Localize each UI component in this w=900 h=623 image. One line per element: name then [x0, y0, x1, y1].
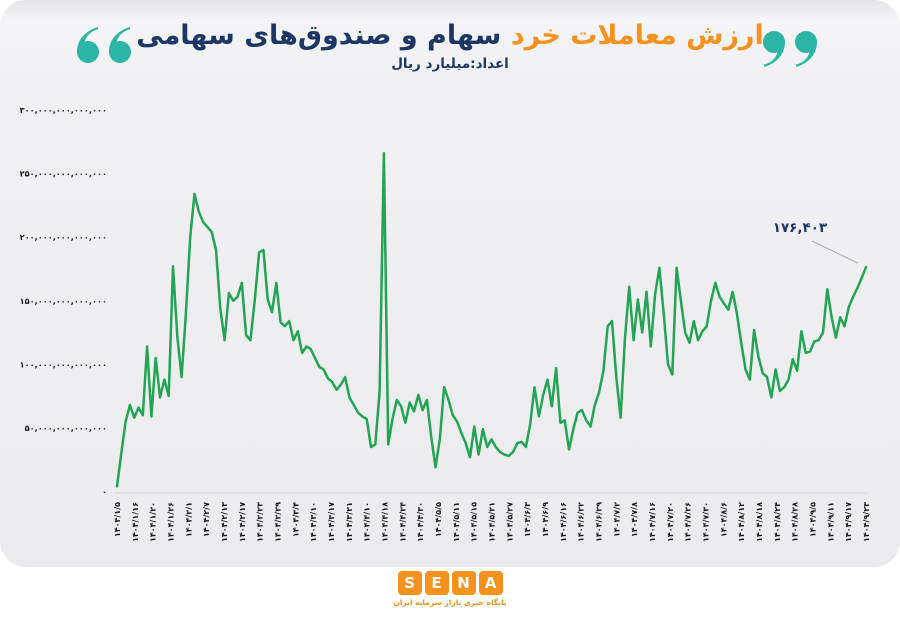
infographic-card: [0, 0, 900, 567]
sena-logo-letter-n: N: [451, 571, 476, 595]
sena-logo-letter-a: A: [478, 571, 503, 595]
y-axis-tick-label: ۵۰,۰۰۰,۰۰۰,۰۰۰,۰۰۰: [25, 423, 107, 433]
y-axis-tick-label: ۲۰۰,۰۰۰,۰۰۰,۰۰۰,۰۰۰: [20, 232, 107, 242]
closing-quote-icon: [763, 31, 817, 67]
x-axis-tick-label: ۱۴۰۴/۷/۸: [630, 502, 639, 537]
y-axis-tick-label: ۱۰۰,۰۰۰,۰۰۰,۰۰۰,۰۰۰: [20, 359, 107, 369]
x-axis-tick-label: ۱۴۰۴/۶/۱۶: [559, 502, 568, 542]
x-axis-tick-label: ۱۴۰۴/۷/۱۶: [648, 502, 657, 542]
x-axis-tick-label: ۱۴۰۴/۹/۱۷: [844, 502, 853, 542]
x-axis-tick-label: ۱۴۰۴/۲/۲۹: [274, 502, 283, 542]
x-axis-tick-label: ۱۴۰۴/۵/۱۱: [452, 502, 461, 542]
x-axis-tick-label: ۱۴۰۴/۲/۲۳: [256, 502, 265, 542]
sena-logo-tagline: پایگاه خبری بازار سرمایه ایران: [393, 598, 507, 607]
page-title: ارزش معاملات خرد سهام و صندوق‌های سهامی: [0, 18, 900, 54]
x-axis-tick-label: ۱۴۰۴/۴/۳۰: [416, 502, 425, 542]
x-axis-tick-label: ۱۴۰۴/۸/۱۸: [755, 502, 764, 542]
sena-logo-letter-e: E: [424, 571, 449, 595]
x-axis-tick-label: ۱۴۰۴/۴/۲۴: [398, 502, 407, 542]
x-axis-tick-label: ۱۴۰۴/۲/۱۷: [238, 502, 247, 542]
x-axis-tick-label: ۱۴۰۴/۵/۱۵: [470, 502, 479, 542]
annotation-leader-line: [811, 240, 859, 264]
x-axis-tick-label: ۱۴۰۴/۲/۱۳: [220, 502, 229, 542]
x-axis-tick-label: ۱۴۰۴/۷/۲۰: [666, 502, 675, 542]
x-axis-tick-label: ۱۴۰۴/۱/۲۶: [167, 502, 176, 542]
x-axis-tick-label: ۱۴۰۴/۳/۲۱: [345, 502, 354, 542]
x-axis-tick-label: ۱۴۰۴/۱/۲۰: [149, 502, 158, 542]
x-axis-tick-label: ۱۴۰۴/۸/۲۴: [773, 502, 782, 542]
x-axis-tick-label: ۱۴۰۴/۷/۲۶: [684, 502, 693, 542]
x-axis-tick-label: ۱۴۰۴/۱/۵: [113, 502, 122, 537]
x-axis-tick-label: ۱۴۰۴/۳/۱۷: [327, 502, 336, 542]
y-axis-tick-label: ۰: [102, 487, 107, 497]
trend-line-chart: ۳۰۰,۰۰۰,۰۰۰,۰۰۰,۰۰۰ ۲۵۰,۰۰۰,۰۰۰,۰۰۰,۰۰۰ ۲۰…: [20, 105, 871, 542]
footer: S E N A پایگاه خبری بازار سرمایه ایران: [0, 571, 900, 607]
header: ارزش معاملات خرد سهام و صندوق‌های سهامی …: [0, 18, 900, 72]
x-axis-tick-label: ۱۴۰۴/۹/۱۱: [826, 502, 835, 542]
y-axis-tick-label: ۳۰۰,۰۰۰,۰۰۰,۰۰۰,۰۰۰: [20, 105, 107, 115]
x-axis-tick-label: ۱۴۰۴/۲/۱: [184, 502, 193, 537]
series-line: [115, 151, 868, 488]
title-rest: سهام و صندوق‌های سهامی: [136, 20, 502, 51]
x-axis-tick-label: ۱۴۰۴/۵/۵: [434, 502, 443, 537]
x-axis-tick-label: ۱۴۰۴/۸/۲۸: [791, 502, 800, 542]
title-highlight: ارزش معاملات خرد: [510, 20, 764, 51]
sena-logo-letter-s: S: [397, 571, 422, 595]
unit-subtitle: اعداد:میلیارد ریال: [391, 56, 509, 73]
x-axis-tick-label: ۱۴۰۴/۵/۲۱: [488, 502, 497, 542]
x-axis-tick-label: ۱۴۰۴/۷/۲: [612, 502, 621, 537]
x-axis-tick-label: ۱۴۰۴/۳/۴: [291, 502, 300, 537]
x-axis-tick-label: ۱۴۰۴/۴/۱۰: [363, 502, 372, 542]
x-axis-tick-label: ۱۴۰۴/۶/۹: [541, 502, 550, 537]
opening-quote-icon: [77, 27, 131, 63]
x-axis-tick-label: ۱۴۰۴/۲/۷: [202, 502, 211, 537]
x-axis-tick-label: ۱۴۰۴/۴/۱۸: [381, 502, 390, 542]
y-axis-tick-label: ۲۵۰,۰۰۰,۰۰۰,۰۰۰,۰۰۰: [20, 169, 107, 179]
sena-logo: S E N A: [397, 571, 503, 595]
x-axis-tick-label: ۱۴۰۴/۵/۲۷: [505, 502, 514, 542]
x-axis-tick-label: ۱۴۰۴/۶/۲۹: [595, 502, 604, 542]
annotation-value: ۱۷۶,۴۰۳: [773, 220, 828, 236]
x-axis-tick-label: ۱۴۰۴/۱/۱۶: [131, 502, 140, 542]
x-axis-tick-label: ۱۴۰۴/۸/۱۲: [737, 502, 746, 542]
x-axis-tick-label: ۱۴۰۴/۹/۲۳: [862, 502, 871, 542]
x-axis-tick-label: ۱۴۰۴/۳/۱۰: [309, 502, 318, 542]
x-axis-tick-label: ۱۴۰۴/۸/۶: [719, 502, 728, 537]
x-axis-tick-label: ۱۴۰۴/۶/۳: [523, 502, 532, 537]
x-axis-tick-label: ۱۴۰۴/۹/۵: [809, 502, 818, 537]
x-axis-tick-label: ۱۴۰۴/۷/۳۰: [702, 502, 711, 542]
x-axis-tick-label: ۱۴۰۴/۶/۲۲: [577, 502, 586, 542]
y-axis-tick-label: ۱۵۰,۰۰۰,۰۰۰,۰۰۰,۰۰۰: [20, 296, 107, 306]
